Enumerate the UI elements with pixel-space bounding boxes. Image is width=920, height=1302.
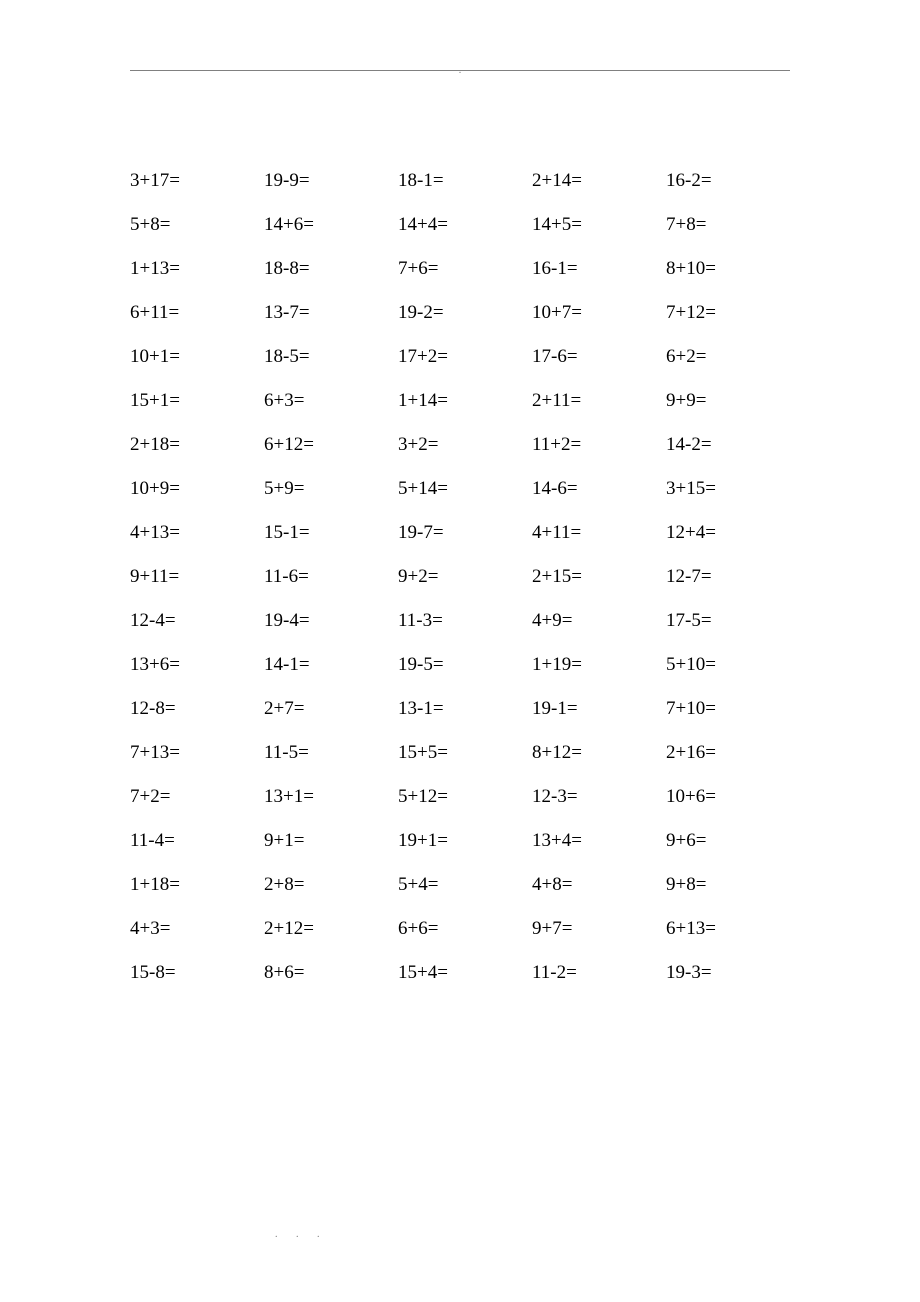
problem-cell: 7+2= [130, 786, 254, 808]
problem-cell: 11-3= [398, 610, 522, 632]
problem-cell: 2+11= [532, 390, 656, 412]
problem-cell: 1+14= [398, 390, 522, 412]
problem-cell: 12-3= [532, 786, 656, 808]
problem-cell: 1+13= [130, 258, 254, 280]
problem-cell: 1+18= [130, 874, 254, 896]
problem-cell: 12-8= [130, 698, 254, 720]
problem-cell: 19-2= [398, 302, 522, 324]
problem-cell: 15-8= [130, 962, 254, 984]
problem-cell: 14+4= [398, 214, 522, 236]
problem-cell: 5+10= [666, 654, 790, 676]
problem-cell: 17-6= [532, 346, 656, 368]
problem-cell: 19-7= [398, 522, 522, 544]
problem-cell: 9+1= [264, 830, 388, 852]
problem-cell: 11-5= [264, 742, 388, 764]
problem-cell: 9+9= [666, 390, 790, 412]
problem-cell: 5+14= [398, 478, 522, 500]
problem-cell: 11+2= [532, 434, 656, 456]
problem-cell: 1+19= [532, 654, 656, 676]
problem-cell: 14-2= [666, 434, 790, 456]
problem-cell: 6+11= [130, 302, 254, 324]
problem-cell: 11-4= [130, 830, 254, 852]
problem-cell: 5+4= [398, 874, 522, 896]
problem-cell: 8+12= [532, 742, 656, 764]
problem-cell: 17-5= [666, 610, 790, 632]
problem-cell: 18-5= [264, 346, 388, 368]
problem-cell: 6+6= [398, 918, 522, 940]
problem-cell: 10+1= [130, 346, 254, 368]
problem-cell: 19-5= [398, 654, 522, 676]
problem-cell: 16-2= [666, 170, 790, 192]
problem-cell: 2+18= [130, 434, 254, 456]
problem-cell: 8+10= [666, 258, 790, 280]
problem-cell: 14+6= [264, 214, 388, 236]
problem-cell: 2+12= [264, 918, 388, 940]
problem-cell: 15+5= [398, 742, 522, 764]
problem-cell: 13+4= [532, 830, 656, 852]
problem-cell: 7+6= [398, 258, 522, 280]
header-dot: . [459, 65, 462, 76]
problem-cell: 7+12= [666, 302, 790, 324]
problem-cell: 6+12= [264, 434, 388, 456]
problem-cell: 4+8= [532, 874, 656, 896]
problem-cell: 16-1= [532, 258, 656, 280]
problem-cell: 7+13= [130, 742, 254, 764]
problem-cell: 12-7= [666, 566, 790, 588]
problem-cell: 2+14= [532, 170, 656, 192]
problem-cell: 19-4= [264, 610, 388, 632]
problem-cell: 12+4= [666, 522, 790, 544]
problem-cell: 14-6= [532, 478, 656, 500]
problem-cell: 15+4= [398, 962, 522, 984]
problem-cell: 4+11= [532, 522, 656, 544]
problem-cell: 19-1= [532, 698, 656, 720]
problem-cell: 19-9= [264, 170, 388, 192]
problem-cell: 13+1= [264, 786, 388, 808]
problem-cell: 14+5= [532, 214, 656, 236]
problem-cell: 2+16= [666, 742, 790, 764]
problem-cell: 19+1= [398, 830, 522, 852]
problem-cell: 9+11= [130, 566, 254, 588]
problem-cell: 3+15= [666, 478, 790, 500]
problem-cell: 4+3= [130, 918, 254, 940]
problem-grid: 3+17= 19-9= 18-1= 2+14= 16-2= 5+8= 14+6= 14+4= 1… [130, 170, 790, 984]
problem-cell: 13-7= [264, 302, 388, 324]
problem-cell: 5+8= [130, 214, 254, 236]
problem-cell: 3+2= [398, 434, 522, 456]
problem-cell: 14-1= [264, 654, 388, 676]
problem-cell: 6+3= [264, 390, 388, 412]
problem-cell: 6+2= [666, 346, 790, 368]
problem-cell: 2+8= [264, 874, 388, 896]
problem-cell: 11-2= [532, 962, 656, 984]
problem-cell: 18-8= [264, 258, 388, 280]
problem-cell: 4+13= [130, 522, 254, 544]
problem-cell: 10+9= [130, 478, 254, 500]
footer-dots: . . . [275, 1229, 328, 1240]
problem-cell: 6+13= [666, 918, 790, 940]
problem-cell: 10+6= [666, 786, 790, 808]
problem-cell: 15-1= [264, 522, 388, 544]
problem-cell: 7+10= [666, 698, 790, 720]
problem-cell: 2+15= [532, 566, 656, 588]
problem-cell: 9+2= [398, 566, 522, 588]
problem-cell: 12-4= [130, 610, 254, 632]
problem-cell: 13-1= [398, 698, 522, 720]
problem-cell: 4+9= [532, 610, 656, 632]
problem-cell: 7+8= [666, 214, 790, 236]
problem-cell: 15+1= [130, 390, 254, 412]
problem-cell: 13+6= [130, 654, 254, 676]
problem-cell: 9+6= [666, 830, 790, 852]
problem-cell: 9+8= [666, 874, 790, 896]
problem-cell: 5+9= [264, 478, 388, 500]
problem-cell: 11-6= [264, 566, 388, 588]
worksheet-content: 3+17= 19-9= 18-1= 2+14= 16-2= 5+8= 14+6= 14+4= 1… [130, 170, 790, 984]
problem-cell: 10+7= [532, 302, 656, 324]
problem-cell: 8+6= [264, 962, 388, 984]
problem-cell: 5+12= [398, 786, 522, 808]
problem-cell: 3+17= [130, 170, 254, 192]
problem-cell: 9+7= [532, 918, 656, 940]
problem-cell: 2+7= [264, 698, 388, 720]
problem-cell: 17+2= [398, 346, 522, 368]
problem-cell: 19-3= [666, 962, 790, 984]
problem-cell: 18-1= [398, 170, 522, 192]
